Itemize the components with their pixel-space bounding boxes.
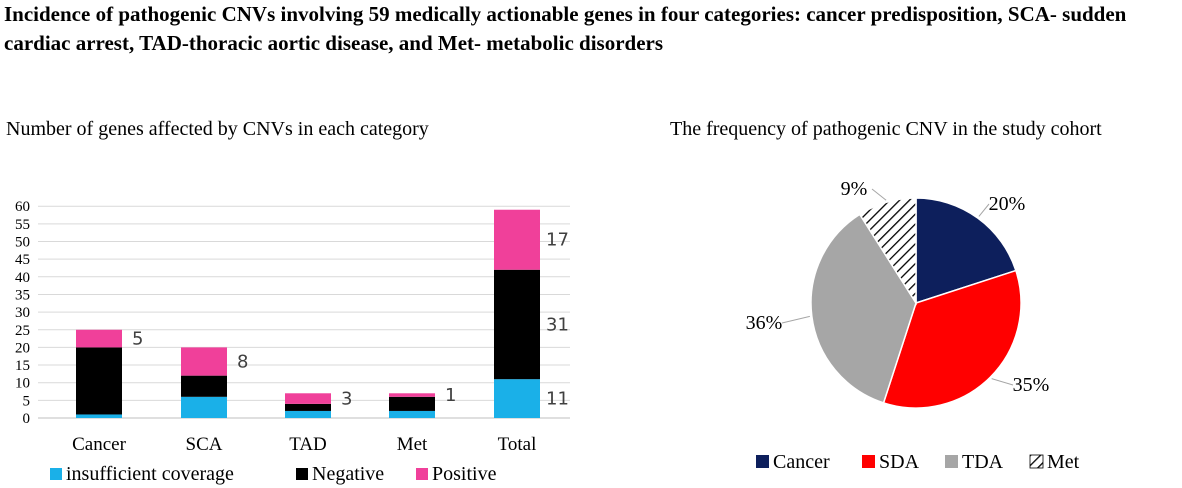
bar-segment-tad-negative (285, 403, 331, 411)
data-label: 11 (546, 389, 569, 410)
pie-chart-title: The frequency of pathogenic CNV in the s… (670, 118, 1102, 140)
y-tick-label: 60 (15, 199, 30, 215)
bar-chart-title: Number of genes affected by CNVs in each… (6, 118, 429, 140)
legend-label: TDA (962, 451, 1004, 473)
legend-label: Met (1047, 451, 1080, 473)
legend-label: Cancer (773, 451, 830, 473)
pie-slice-cancer (915, 197, 1017, 305)
y-tick-label: 20 (15, 340, 30, 356)
y-tick-label: 5 (23, 393, 31, 409)
y-tick-label: 40 (15, 270, 30, 286)
x-tick-label: Met (397, 434, 428, 455)
bar-segment-sca-negative (181, 375, 227, 397)
y-tick-label: 10 (15, 376, 30, 392)
y-tick-label: 50 (15, 235, 30, 251)
data-label: 5 (132, 329, 143, 350)
leader-line (871, 188, 887, 201)
y-tick-label: 25 (15, 323, 30, 339)
legend-swatch (1029, 454, 1044, 469)
y-tick-label: 15 (15, 358, 30, 374)
pie-slice-label: 9% (841, 178, 868, 200)
pie-slice-label: 20% (989, 193, 1026, 215)
y-tick-label: 55 (15, 217, 30, 233)
y-tick-label: 35 (15, 287, 30, 303)
x-tick-label: SCA (186, 434, 223, 455)
bar-segment-tad-positive (285, 393, 331, 404)
pie-slice-sda (882, 269, 1022, 409)
y-tick-label: 0 (23, 411, 31, 427)
legend-swatch (756, 455, 769, 468)
legend-label: SDA (879, 451, 920, 473)
x-tick-label: Total (498, 434, 537, 455)
bar-segment-cancer-positive (76, 329, 122, 348)
data-label: 1 (445, 385, 456, 406)
leader-line (978, 203, 990, 217)
legend-label: insufficient coverage (66, 463, 234, 485)
leader-line (991, 378, 1014, 386)
pie-slice-met (858, 197, 917, 306)
bar-segment-tad-insufficient-coverage (285, 410, 331, 418)
pie-slice-label: 35% (1013, 374, 1050, 396)
legend-swatch (296, 468, 308, 480)
x-tick-label: TAD (289, 434, 327, 455)
x-tick-label: Cancer (72, 434, 126, 455)
leader-line (781, 315, 810, 324)
y-tick-label: 30 (15, 305, 30, 321)
bar-segment-total-insufficient-coverage (494, 379, 540, 418)
bar-segment-sca-insufficient-coverage (181, 396, 227, 418)
bar-segment-cancer-insufficient-coverage (76, 414, 122, 418)
figure-title: Incidence of pathogenic CNVs involving 5… (4, 2, 1127, 55)
data-label: 3 (341, 389, 352, 410)
data-label: 17 (546, 230, 569, 251)
legend-label: Positive (432, 463, 497, 485)
bar-segment-met-positive (389, 393, 435, 397)
data-label: 8 (237, 352, 248, 373)
y-tick-label: 45 (15, 252, 30, 268)
legend-swatch (945, 455, 958, 468)
legend-swatch (862, 455, 875, 468)
pie-slice-tda (810, 213, 917, 404)
bar-segment-sca-positive (181, 347, 227, 376)
legend-swatch (416, 468, 428, 480)
pie-slice-label: 36% (746, 312, 783, 334)
pie-chart: 20% 35% 36% 9% Cancer SDA TDA Met (746, 178, 1080, 473)
bar-segment-met-insufficient-coverage (389, 410, 435, 418)
bar-segment-cancer-negative (76, 347, 122, 415)
bar-segment-met-negative (389, 396, 435, 411)
bar-segment-total-positive (494, 209, 540, 270)
legend-swatch (50, 468, 62, 480)
data-label: 31 (546, 314, 569, 335)
bar-segment-total-negative (494, 269, 540, 380)
legend-label: Negative (312, 463, 384, 485)
